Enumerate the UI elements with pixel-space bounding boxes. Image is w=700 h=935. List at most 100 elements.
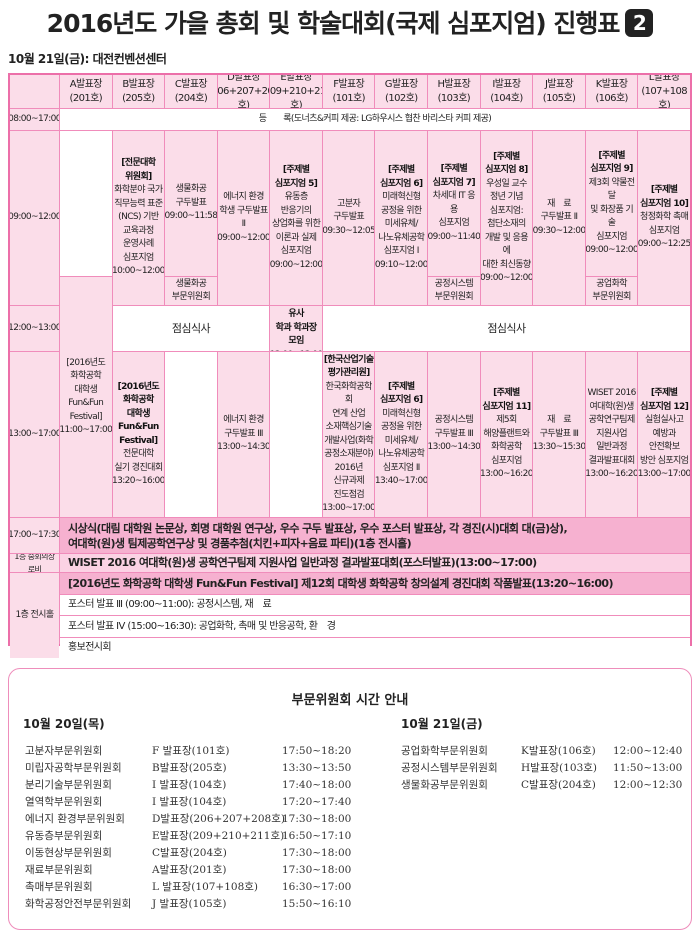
committee-room: I 발표장(104호) <box>152 779 227 791</box>
session-I-morning-title: [주제별 심포지엄 8] <box>485 151 528 176</box>
header-D: D발표장 (206+207+208호) <box>217 75 270 108</box>
header-B-room: (205호) <box>122 92 155 104</box>
header-B: B발표장 (205호) <box>112 75 165 108</box>
header-L-room: (107+108호) <box>641 85 688 109</box>
hall-item-0: [2016년도 화학공학 대학생 Fun&Fun Festival] 제12회 … <box>60 573 690 594</box>
committee-row: 고분자부문위원회 F 발표장(101호) 17:50~18:20 <box>25 743 362 760</box>
committee-name: 유동층부문위원회 <box>25 830 103 842</box>
committee-row: 공정시스템부문위원회 H발표장(103호) 11:50~13:00 <box>401 760 693 777</box>
registration-row-registration: 등 록(도너츠&커피 제공: LG하우시스 협찬 바리스타 커피 제공) <box>258 113 492 124</box>
header-F-name: F발표장 <box>333 78 365 90</box>
committee-time: 17:50~18:20 <box>282 745 352 757</box>
committee-row: 화학공정안전부문위원회 J 발표장(105호) 15:50~16:10 <box>25 896 362 913</box>
committee-name: 공정시스템부문위원회 <box>401 762 498 774</box>
header-H-room: (103호) <box>437 92 471 104</box>
session-J-afternoon: 재 료 구두발표 Ⅲ (13:30~15:30) <box>533 352 585 517</box>
session-E-lunch-meeting-title: 화학공학 및 유사 학과 학과장 모임 <box>275 309 318 347</box>
session-I-afternoon-title: [주제별 심포지엄 11] <box>482 388 531 412</box>
committee-name: 열역학부문위원회 <box>25 796 103 808</box>
session-G-morning-body: 미래혁신형 공정을 위한 미세유체/ 나노유체공학 심포지엄 Ⅰ <box>378 192 425 256</box>
session-D-afternoon-time: (13:00~14:30) <box>217 442 270 453</box>
session-L-afternoon-body: 실험실사고 예방과 안전확보 방안 심포지엄 <box>640 415 689 466</box>
session-K-morning-time: (09:00~12:00) <box>585 245 638 255</box>
session-G-afternoon-body: 미래혁신형 공정을 위한 미세유체/ 나노유체공학 심포지엄 Ⅱ <box>378 408 425 473</box>
session-G-morning-title: [주제별 심포지엄 6] <box>380 165 423 189</box>
session-G-afternoon: [주제별 심포지엄 6] 미래혁신형 공정을 위한 미세유체/ 나노유체공학 심포… <box>375 352 428 517</box>
hall-item-0-0: [2016년도 화학공학 대학생 Fun&Fun Festival] 제12회 … <box>68 576 613 590</box>
session-B-afternoon-time: (13:20~16:00) <box>112 476 165 486</box>
session-I-morning: [주제별 심포지엄 8] 우성일 교수 정년 기념 심포지엄: 첨단소재의 개발 … <box>480 131 533 305</box>
time-registration-reg: 08:00~17:00 <box>10 113 59 124</box>
session-J-afternoon-time: (13:30~15:30) <box>533 442 585 453</box>
session-L-afternoon: [주제별 심포지엄 12] 실험실사고 예방과 안전확보 방안 심포지엄 (13:0… <box>638 352 690 517</box>
session-H-afternoon-body: 공정시스템 구두발표 Ⅲ <box>434 415 474 439</box>
session-I-morning-time: (09:00~12:00) <box>480 273 533 283</box>
hall-item-1-1: 포스터 발표 Ⅲ (09:00~11:00): 공정시스템, 재 료 <box>68 599 272 610</box>
header-J-name: J발표장 <box>544 78 574 90</box>
committee-row: 이동현상부문위원회 C발표장(204호) 17:30~18:00 <box>25 845 362 862</box>
time-morning: 09:00~12:00 <box>10 131 59 305</box>
award-ceremony-award: 시상식(대림 대학원 논문상, 회명 대학원 연구상, 우수 구두 발표상, 우… <box>68 521 568 550</box>
day2-list: 공업화학부문위원회 K발표장(106호) 12:00~12:40 공정시스템부문위원회… <box>401 743 693 794</box>
committee-name: 생물화공부문위원회 <box>401 779 488 791</box>
session-I-afternoon-time: (13:00~16:20) <box>480 469 533 480</box>
wiset-poster: WISET 2016 여대학(원)생 공학연구팀제 지원사업 일반과정 결과발표… <box>60 554 690 572</box>
committee-K-morning-sub: 공업화학 부문위원회 <box>592 278 631 303</box>
title-text: 2016년도 가을 총회 및 학술대회(국제 심포지엄) 진행표 <box>46 9 621 38</box>
session-K-morning-title: [주제별 심포지엄 9] <box>590 150 633 175</box>
session-H-morning: [주제별 심포지엄 7] 차세대 IT 응용 심포지엄 (09:00~11:40) <box>428 131 480 276</box>
session-C-morning-body: 생물화공 구두발표 <box>175 184 207 208</box>
session-J-afternoon-body: 재 료 구두발표 Ⅲ <box>539 415 579 439</box>
session-K-afternoon: WISET 2016 여대학(원)생 공학연구팀제 지원사업 일반과정 결과발표… <box>585 352 638 517</box>
header-I-name: I발표장 <box>492 78 521 90</box>
header-G-room: (102호) <box>385 92 418 104</box>
session-L-morning-body: 청정화학 촉매 심포지엄 <box>640 212 689 236</box>
committee-title: 부문위원회 시간 안내 <box>291 693 409 708</box>
committee-name: 고분자부문위원회 <box>25 745 103 757</box>
session-F-afternoon-title: [한국산업기술 평가관리원] <box>323 354 374 379</box>
committee-room: E발표장(209+210+211호) <box>152 830 285 842</box>
header-H-name: H발표장 <box>437 78 471 90</box>
header-C-room: (204호) <box>174 92 208 104</box>
committee-time: 12:00~12:40 <box>613 745 683 757</box>
header-I: I발표장 (104호) <box>480 75 533 108</box>
session-B-morning-time: (10:00~12:00) <box>112 266 165 277</box>
committee-room: K발표장(106호) <box>521 745 596 757</box>
schedule-table: A발표장 (201호) B발표장 (205호) C발표장 (204호) D발표장 (206+2… <box>8 73 692 658</box>
time-registration: 08:00~17:00 <box>10 109 59 130</box>
page-title: 2016년도 가을 총회 및 학술대회(국제 심포지엄) 진행표 2 <box>0 4 700 40</box>
session-J-morning: 재 료 구두발표 Ⅱ (09:30~12:00) <box>533 131 585 305</box>
committee-C-morning: 생물화공 부문위원회 <box>165 277 217 305</box>
committee-time: 17:30~18:00 <box>282 847 352 859</box>
day1-label: 10월 20일(목) <box>23 717 105 731</box>
session-F-morning-time: (09:30~12:05) <box>322 225 375 236</box>
committee-row: 분리기술부문위원회 I 발표장(104호) 17:40~18:00 <box>25 777 362 794</box>
committee-name: 재료부문위원회 <box>25 864 93 876</box>
session-C-afternoon-empty <box>165 352 217 517</box>
header-K-room: (106호) <box>595 92 628 104</box>
time-afternoon-afternoon: 13:00~17:00 <box>10 428 59 439</box>
header-K: K발표장 (106호) <box>585 75 638 108</box>
session-F-afternoon-body: 한국화학공학회 연계 산업 소재핵심기술 개발사업(화학 공정소재분야) 201… <box>324 381 374 500</box>
header-C: C발표장 (204호) <box>165 75 217 108</box>
committee-time: 17:40~18:00 <box>282 779 352 791</box>
committee-room: C발표장(204호) <box>152 847 227 859</box>
session-A-festival-body: [2016년도 화학공학 대학생 Fun&Fun Festival] <box>66 357 106 422</box>
committee-name: 에너지 환경부문위원회 <box>25 813 125 825</box>
committee-room: H발표장(103호) <box>521 762 598 774</box>
session-K-morning: [주제별 심포지엄 9]제3회 약물전달 및 화장품 기술 심포지엄 (09:00… <box>585 131 638 276</box>
header-I-room: (104호) <box>490 92 523 104</box>
committee-C-morning-sub: 생물화공 부문위원회 <box>171 278 211 303</box>
session-E-lunch-meeting: 화학공학 및 유사 학과 학과장 모임 (12:00~13:00) <box>270 306 322 351</box>
committee-name: 분리기술부문위원회 <box>25 779 112 791</box>
time-award: 17:00~17:30 <box>10 518 59 553</box>
page-number-badge: 2 <box>625 9 654 37</box>
session-A-festival: [2016년도 화학공학 대학생 Fun&Fun Festival] (11:00… <box>60 277 112 517</box>
committee-time: 17:30~18:00 <box>282 813 352 825</box>
time-morning-morning: 09:00~12:00 <box>10 212 59 223</box>
committee-row: 에너지 환경부문위원회 D발표장(206+207+208호)17:30~18:00 <box>25 811 362 828</box>
session-E-morning-body: 유동층 반응기의 상업화를 위한 이론과 실제 심포지엄 <box>271 192 321 256</box>
lunch-2-label: 점심식사 <box>487 321 526 335</box>
wiset-poster-wiset: WISET 2016 여대학(원)생 공학연구팀제 지원사업 일반과정 결과발표… <box>68 556 537 569</box>
committee-room: I 발표장(104호) <box>152 796 227 808</box>
